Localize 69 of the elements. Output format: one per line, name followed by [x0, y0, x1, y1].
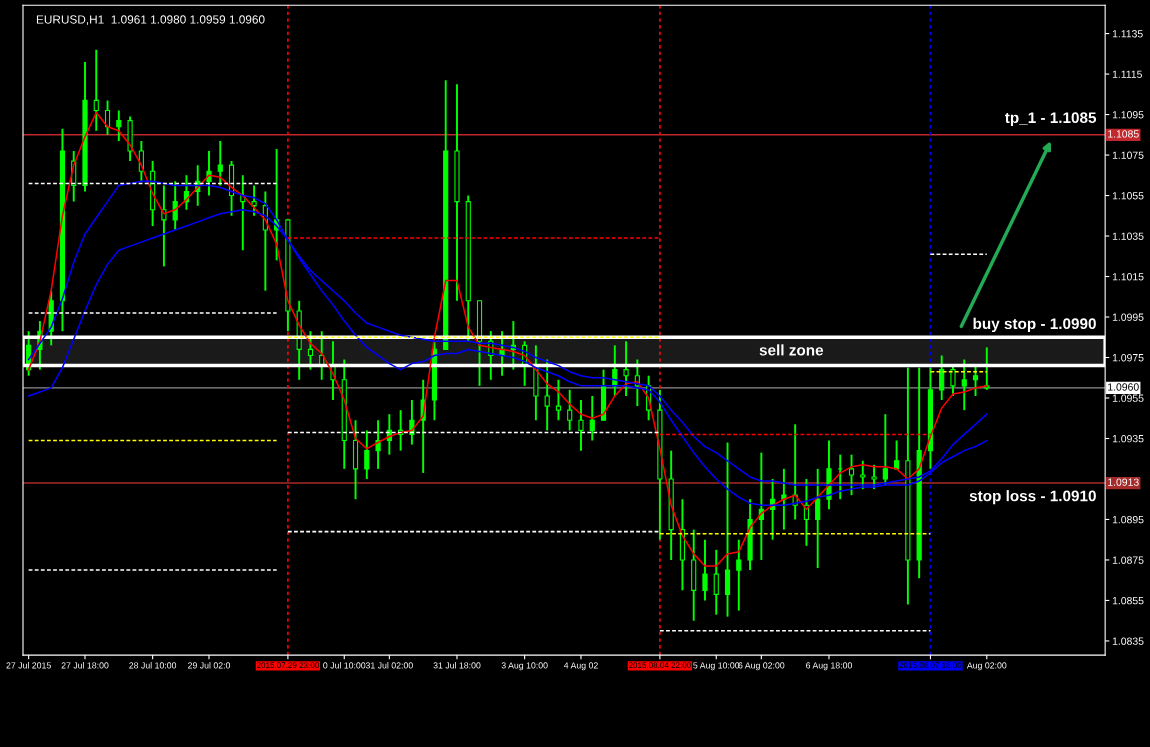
candlestick: [972, 364, 979, 397]
y-tick-label: 1.0995: [1112, 313, 1144, 321]
candlestick: [815, 467, 821, 570]
annotation: stop loss - 1.0910: [969, 490, 1096, 505]
candlestick: [567, 388, 573, 432]
x-tick-label: 5 Aug 10:00: [693, 662, 740, 671]
candlestick: [375, 419, 381, 470]
ref-line-label: 1.0960: [1108, 383, 1139, 391]
candlestick: [950, 364, 956, 397]
y-tick-label: 1.0835: [1112, 637, 1144, 645]
x-tick-label: Aug 02:00: [966, 662, 1007, 671]
candlestick: [364, 429, 370, 480]
band-label: sell zone: [759, 344, 824, 356]
text: tp_1 - 1.1085: [1004, 112, 1097, 127]
candlestick: [623, 340, 629, 397]
x-tick-label: 3 Aug 10:00: [501, 662, 548, 671]
y-tick-label: 1.0975: [1112, 354, 1144, 362]
candlestick: [713, 548, 719, 616]
y-tick-label: 1.1055: [1112, 192, 1144, 200]
candlestick: [961, 358, 967, 412]
ref-line-label: 1.0913: [1108, 478, 1139, 486]
x-tick-label: 4 Aug 02: [563, 662, 598, 671]
y-tick-label: 1.1035: [1112, 232, 1144, 240]
candlestick: [894, 439, 900, 470]
x-tick-label: 2015.08.04 22:00: [628, 662, 691, 668]
y-tick-label: 1.0875: [1112, 556, 1144, 564]
text: EURUSD,H1 1.0961 1.0980 1.0959 1.0960: [36, 15, 265, 26]
x-tick-label: 2015.07.29 23:00: [256, 662, 319, 668]
y-tick-label: 1.0935: [1112, 434, 1144, 443]
candlestick: [578, 399, 584, 452]
candlestick: [161, 184, 167, 268]
x-tick-label: 27 Jul 2015: [6, 662, 51, 669]
candlestick: [848, 453, 855, 497]
y-tick-label: 1.1095: [1112, 111, 1144, 119]
candlestick: [589, 395, 595, 442]
x-tick-label: 31 Jul 18:00: [433, 662, 481, 669]
x-tick-label: 0 Jul 10:00: [323, 662, 366, 669]
x-tick-label: 31 Jul 02:00: [365, 662, 413, 669]
candlestick: [307, 330, 314, 371]
y-tick-label: 1.1135: [1112, 30, 1143, 38]
candlestick: [871, 463, 877, 491]
candlestick: [702, 538, 708, 602]
x-tick-label: 29 Jul 02:0: [188, 662, 231, 669]
ref-line-label: 1.1085: [1108, 130, 1139, 138]
candlestick: [409, 399, 415, 446]
candlestick: [217, 139, 223, 187]
candlestick: [555, 378, 562, 422]
y-tick-label: 1.1075: [1112, 151, 1144, 159]
x-tick-label: 6 Aug 18:00: [806, 662, 852, 671]
candlestick: [93, 48, 99, 132]
candlestick: [172, 180, 178, 231]
candlestick: [251, 184, 257, 217]
x-tick-label: 2015.08.07 18:00: [899, 662, 962, 668]
x-tick-label: 6 Aug 02:00: [738, 662, 785, 671]
y-tick-label: 1.0855: [1112, 596, 1144, 605]
candlestick: [860, 459, 866, 491]
candlestick: [116, 109, 122, 142]
candlestick: [736, 538, 742, 612]
candlestick: [544, 358, 550, 432]
x-tick-label: 27 Jul 18:00: [61, 662, 109, 669]
y-tick-label: 1.0955: [1112, 394, 1144, 402]
y-tick-label: 1.0895: [1112, 515, 1144, 524]
y-tick-label: 1.1115: [1112, 70, 1142, 78]
candlestick: [939, 354, 945, 401]
annotation: buy stop - 1.0990: [973, 317, 1096, 333]
candlestick: [781, 467, 787, 531]
x-tick-label: 28 Jul 10:00: [129, 662, 177, 669]
y-tick-label: 1.1015: [1112, 273, 1144, 281]
candlestick: [206, 150, 212, 197]
